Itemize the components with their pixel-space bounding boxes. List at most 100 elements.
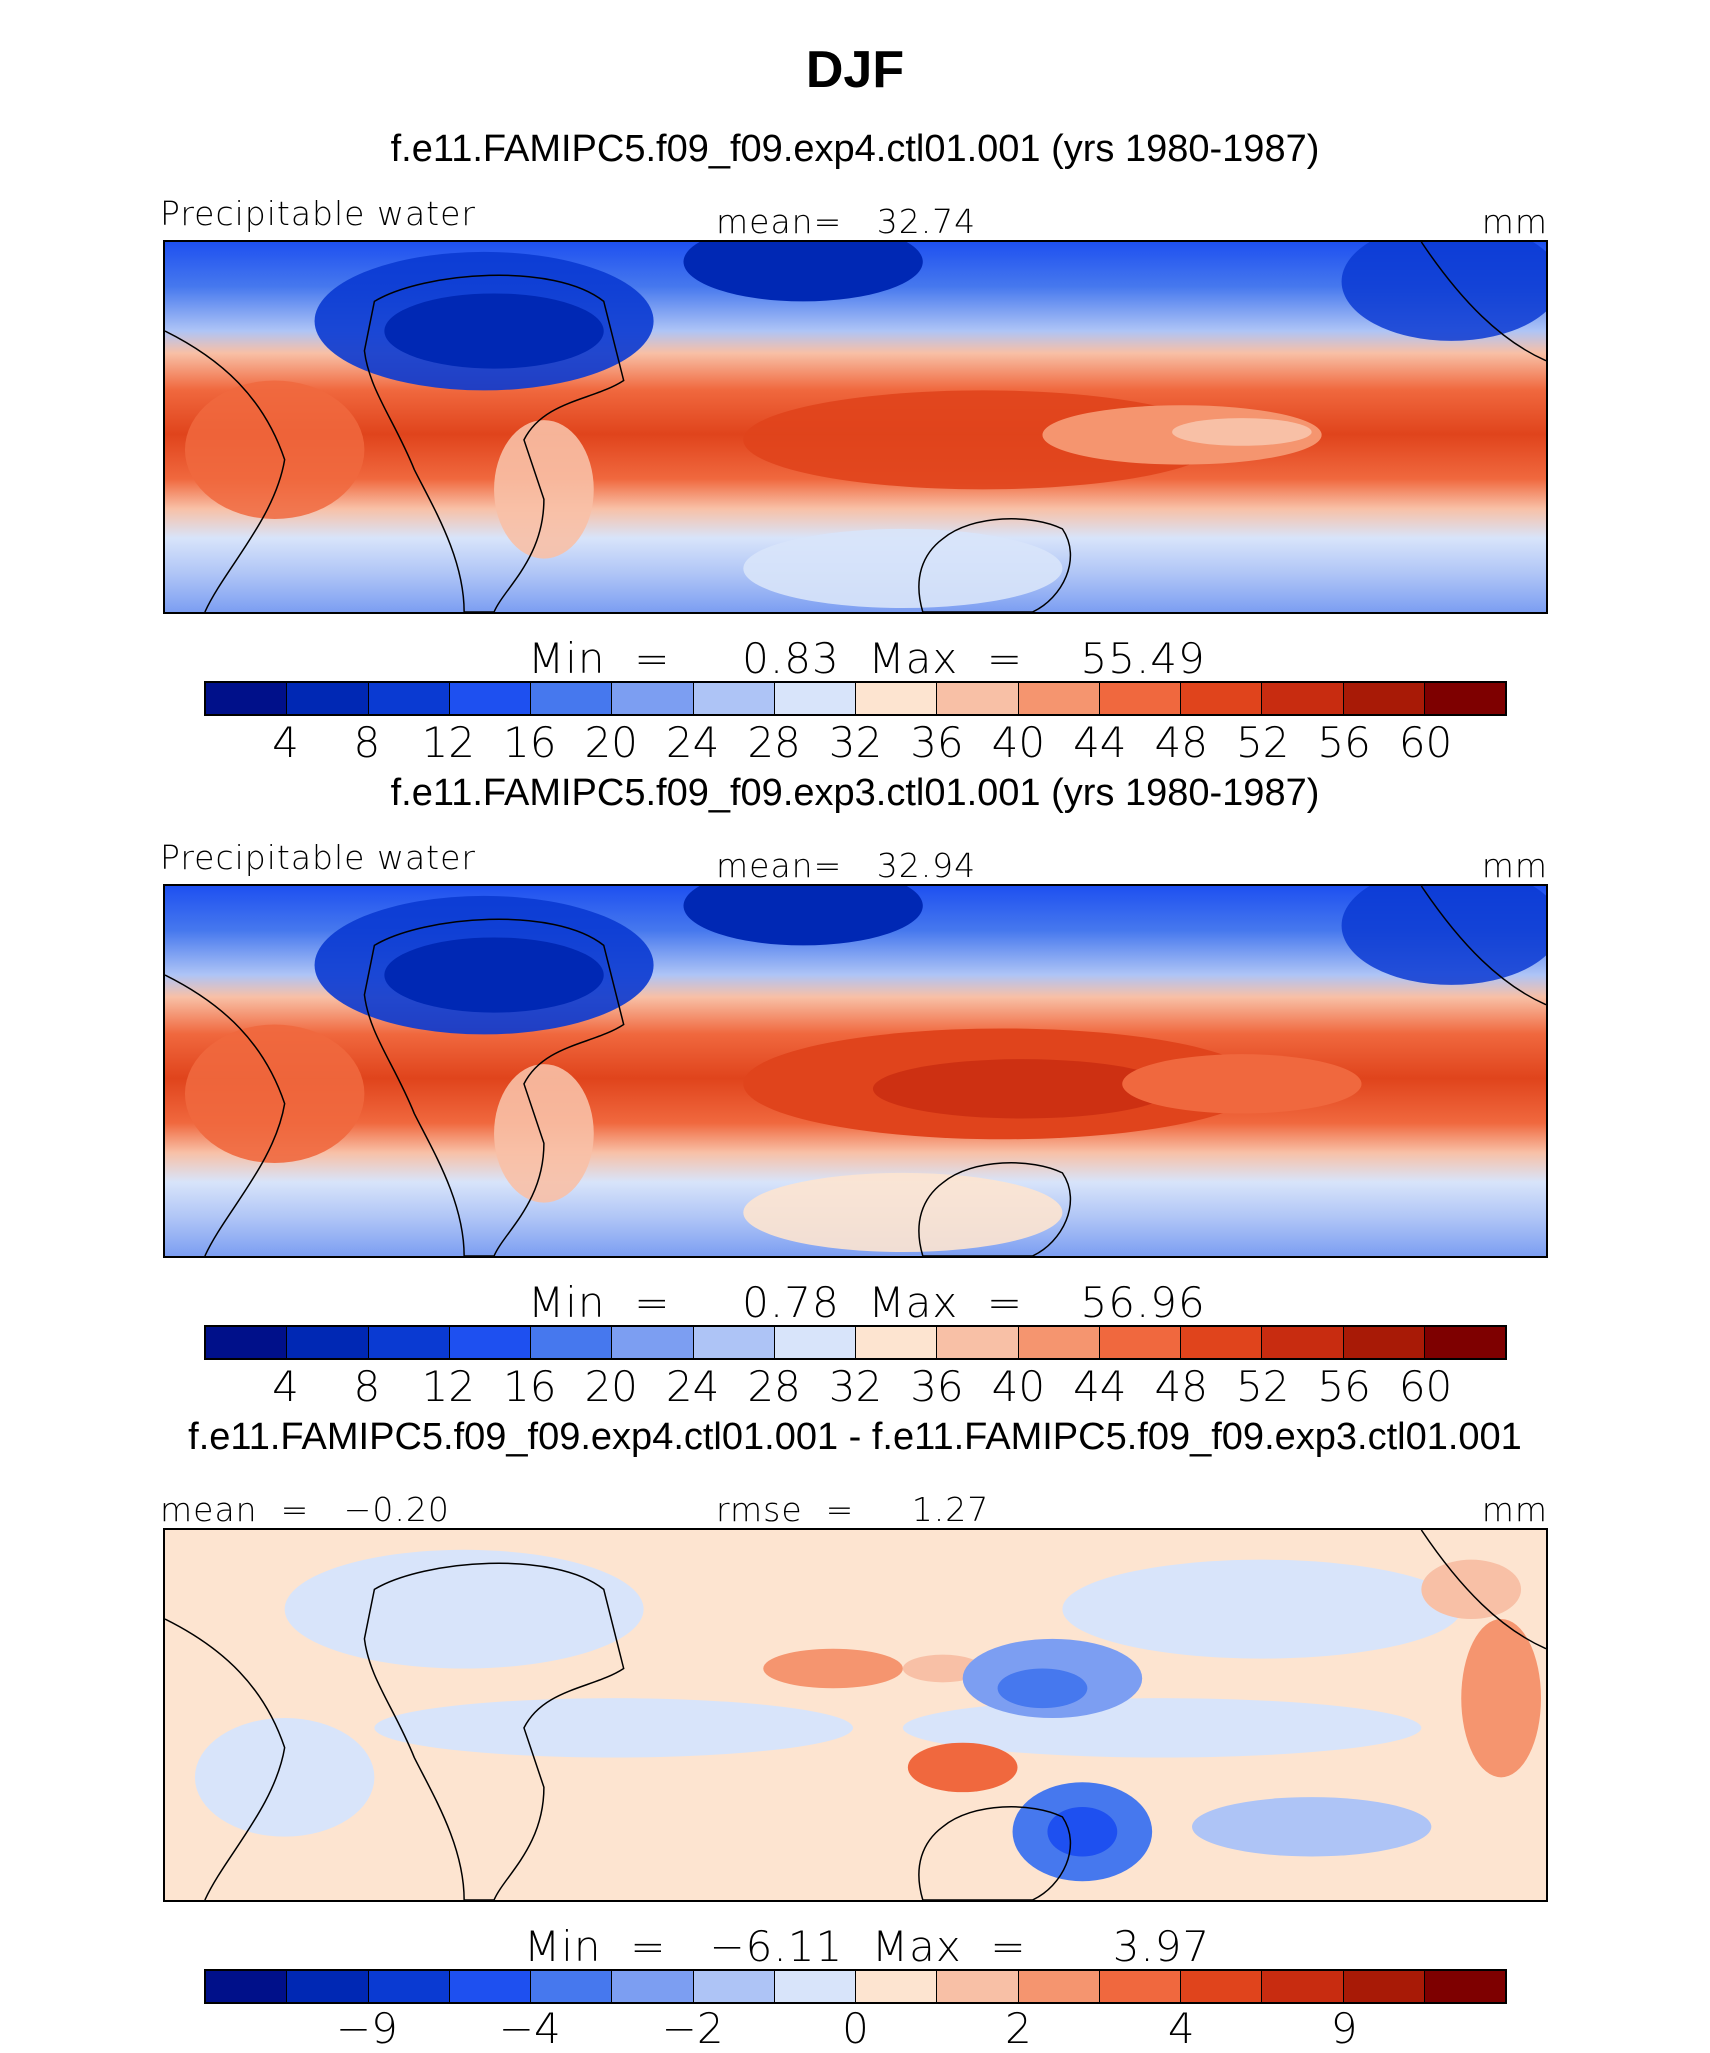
panel-1-mean-label: mean= 32.74 bbox=[716, 202, 977, 241]
panel-2-min-max: Min = 0.78 Max = 56.96 bbox=[528, 1278, 1206, 1327]
colorbar-swatch bbox=[693, 1327, 775, 1358]
colorbar-swatch bbox=[774, 1327, 856, 1358]
colorbar-tick-label: 24 bbox=[665, 718, 720, 767]
colorbar-swatch bbox=[1424, 1971, 1505, 2002]
colorbar-tick-label: 4 bbox=[1167, 2004, 1195, 2053]
colorbar-tick-label: 60 bbox=[1398, 1362, 1453, 1411]
colorbar-tick-label: 16 bbox=[503, 718, 557, 767]
colorbar-swatch bbox=[1262, 1327, 1344, 1358]
colorbar-swatch bbox=[1099, 683, 1181, 714]
colorbar-swatch bbox=[774, 1971, 856, 2002]
colorbar-tick-label: 4 bbox=[272, 718, 299, 767]
colorbar-swatch bbox=[206, 1971, 288, 2002]
colorbar-tick-label: −9 bbox=[335, 2004, 398, 2053]
panel-2-case-title: f.e11.FAMIPC5.f09_f09.exp3.ctl01.001 (yr… bbox=[390, 772, 1320, 814]
colorbar-tick-label: 52 bbox=[1235, 1362, 1290, 1411]
colorbar-tick-label: 2 bbox=[1005, 2004, 1032, 2053]
panel-1-units-label: mm bbox=[1481, 202, 1548, 241]
colorbar-tick-label: 48 bbox=[1154, 1362, 1208, 1411]
colorbar-swatch bbox=[531, 1327, 613, 1358]
colorbar-tick-label: 20 bbox=[584, 718, 638, 767]
colorbar-swatch bbox=[1424, 683, 1505, 714]
colorbar-swatch bbox=[1262, 683, 1344, 714]
panel-1-map bbox=[163, 240, 1548, 614]
colorbar-tick-label: 44 bbox=[1073, 1362, 1127, 1411]
colorbar-swatch bbox=[449, 683, 531, 714]
panel-3-min-max: Min = −6.11 Max = 3.97 bbox=[524, 1922, 1211, 1971]
colorbar-swatch bbox=[287, 1327, 369, 1358]
colorbar-swatch bbox=[1018, 683, 1100, 714]
colorbar-tick-label: 28 bbox=[747, 718, 801, 767]
colorbar-swatch bbox=[1343, 1971, 1425, 2002]
figure-title: DJF bbox=[805, 41, 905, 99]
colorbar-tick-label: 52 bbox=[1235, 718, 1290, 767]
colorbar-tick-label: 9 bbox=[1330, 2004, 1358, 2053]
colorbar-swatch bbox=[856, 1327, 938, 1358]
colorbar-swatch bbox=[937, 683, 1019, 714]
colorbar-swatch bbox=[449, 1327, 531, 1358]
colorbar-swatch bbox=[693, 683, 775, 714]
panel-1-dry-asia bbox=[683, 242, 923, 302]
colorbar-swatch bbox=[287, 1971, 369, 2002]
colorbar-tick-label: 40 bbox=[991, 1362, 1046, 1411]
colorbar-swatch bbox=[449, 1971, 531, 2002]
colorbar-swatch bbox=[856, 1971, 938, 2002]
colorbar-tick-label: 32 bbox=[828, 1362, 883, 1411]
panel-2-map bbox=[163, 884, 1548, 1258]
colorbar-swatch bbox=[937, 1327, 1019, 1358]
panel-2-colorbar bbox=[204, 1325, 1507, 1360]
colorbar-swatch bbox=[1181, 1971, 1263, 2002]
colorbar-swatch bbox=[1424, 1327, 1505, 1358]
colorbar-swatch bbox=[206, 683, 288, 714]
colorbar-tick-label: 36 bbox=[910, 718, 964, 767]
colorbar-swatch bbox=[368, 1327, 450, 1358]
panel-2-units-label: mm bbox=[1481, 846, 1548, 885]
colorbar-swatch bbox=[856, 683, 938, 714]
colorbar-tick-label: 28 bbox=[747, 1362, 801, 1411]
colorbar-tick-label: 8 bbox=[353, 718, 381, 767]
colorbar-tick-label: 24 bbox=[665, 1362, 720, 1411]
colorbar-tick-label: 40 bbox=[991, 718, 1046, 767]
colorbar-tick-label: 44 bbox=[1073, 718, 1127, 767]
colorbar-tick-label: 32 bbox=[828, 718, 883, 767]
panel-3-wet-arabian-sea bbox=[763, 1648, 903, 1689]
panel-1-colorbar bbox=[204, 681, 1507, 716]
colorbar-tick-label: 12 bbox=[421, 1362, 476, 1411]
colorbar-swatch bbox=[368, 1971, 450, 2002]
colorbar-swatch bbox=[1262, 1971, 1344, 2002]
panel-3-case-title: f.e11.FAMIPC5.f09_f09.exp4.ctl01.001 - f… bbox=[188, 1416, 1522, 1458]
panel-3-wet-indian-ocean bbox=[907, 1742, 1018, 1793]
colorbar-tick-label: 60 bbox=[1398, 718, 1453, 767]
colorbar-tick-label: 0 bbox=[842, 2004, 869, 2053]
colorbar-tick-label: 56 bbox=[1317, 1362, 1371, 1411]
colorbar-swatch bbox=[612, 1327, 694, 1358]
colorbar-tick-label: 36 bbox=[910, 1362, 964, 1411]
panel-3-map bbox=[163, 1528, 1548, 1902]
colorbar-swatch bbox=[1181, 1327, 1263, 1358]
colorbar-swatch bbox=[612, 1971, 694, 2002]
colorbar-swatch bbox=[368, 683, 450, 714]
colorbar-swatch bbox=[937, 1971, 1019, 2002]
panel-2-mean-label: mean= 32.94 bbox=[716, 846, 977, 885]
colorbar-swatch bbox=[531, 1971, 613, 2002]
colorbar-tick-label: −4 bbox=[498, 2004, 561, 2053]
colorbar-tick-label: 56 bbox=[1317, 718, 1371, 767]
panel-1-field-label: Precipitable water bbox=[160, 194, 476, 233]
panel-3-rmse-label: rmse = 1.27 bbox=[716, 1490, 990, 1529]
colorbar-swatch bbox=[1099, 1327, 1181, 1358]
colorbar-swatch bbox=[206, 1327, 288, 1358]
colorbar-swatch bbox=[1018, 1327, 1100, 1358]
colorbar-swatch bbox=[693, 1971, 775, 2002]
colorbar-swatch bbox=[287, 683, 369, 714]
colorbar-swatch bbox=[774, 683, 856, 714]
panel-3-mean-label: mean = −0.20 bbox=[160, 1490, 450, 1529]
panel-2-field-label: Precipitable water bbox=[160, 838, 476, 877]
colorbar-swatch bbox=[1343, 1327, 1425, 1358]
colorbar-tick-label: 16 bbox=[503, 1362, 557, 1411]
colorbar-tick-label: 12 bbox=[421, 718, 476, 767]
colorbar-swatch bbox=[612, 683, 694, 714]
panel-3-units-label: mm bbox=[1481, 1490, 1548, 1529]
colorbar-tick-label: 48 bbox=[1154, 718, 1208, 767]
colorbar-swatch bbox=[531, 683, 613, 714]
panel-1-min-max: Min = 0.83 Max = 55.49 bbox=[528, 634, 1206, 683]
